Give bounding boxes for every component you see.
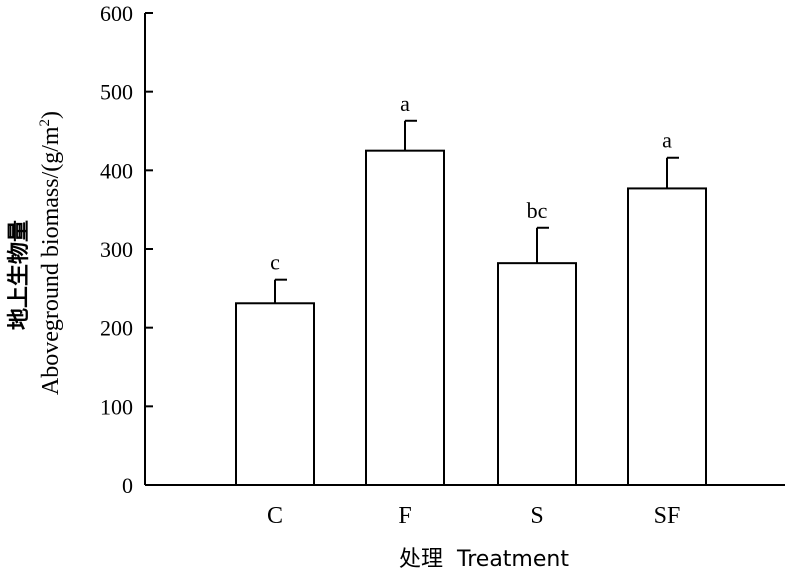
x-category-label-SF: SF bbox=[654, 503, 681, 529]
bars: c a bc a bbox=[235, 91, 707, 487]
y-tick-label: 100 bbox=[100, 394, 133, 419]
y-axis-title-close: ) bbox=[38, 111, 64, 119]
x-category-label-C: C bbox=[267, 503, 283, 529]
significance-label-SF: a bbox=[662, 128, 672, 153]
y-tick-label: 300 bbox=[100, 237, 133, 262]
y-tick-label: 600 bbox=[100, 1, 133, 26]
y-axis-title-cn: 地上生物量 bbox=[6, 220, 32, 330]
y-axis-title-superscript: 2 bbox=[37, 119, 53, 127]
x-axis-title: 处理 Treatment bbox=[399, 547, 569, 572]
bar-SF bbox=[627, 187, 707, 486]
x-category-label-S: S bbox=[530, 503, 543, 529]
y-tick-label: 0 bbox=[122, 473, 133, 498]
bar-F bbox=[365, 149, 445, 487]
bar-S bbox=[497, 262, 577, 486]
significance-label-S: bc bbox=[527, 198, 548, 223]
significance-label-F: a bbox=[400, 91, 410, 116]
significance-label-C: c bbox=[270, 250, 280, 275]
y-tick-label: 400 bbox=[100, 158, 133, 183]
y-ticks: 0 100 200 300 400 500 600 bbox=[100, 1, 153, 498]
y-tick-label: 500 bbox=[100, 80, 133, 105]
y-axis-title-en-main: Aboveground biomass/(g/m bbox=[38, 126, 64, 395]
y-axis-title-en: Aboveground biomass/(g/m2) bbox=[37, 111, 64, 395]
x-category-label-F: F bbox=[398, 503, 411, 529]
y-tick-label: 200 bbox=[100, 316, 133, 341]
x-category-labels: C F S SF bbox=[267, 503, 680, 529]
bar-C bbox=[235, 302, 315, 486]
